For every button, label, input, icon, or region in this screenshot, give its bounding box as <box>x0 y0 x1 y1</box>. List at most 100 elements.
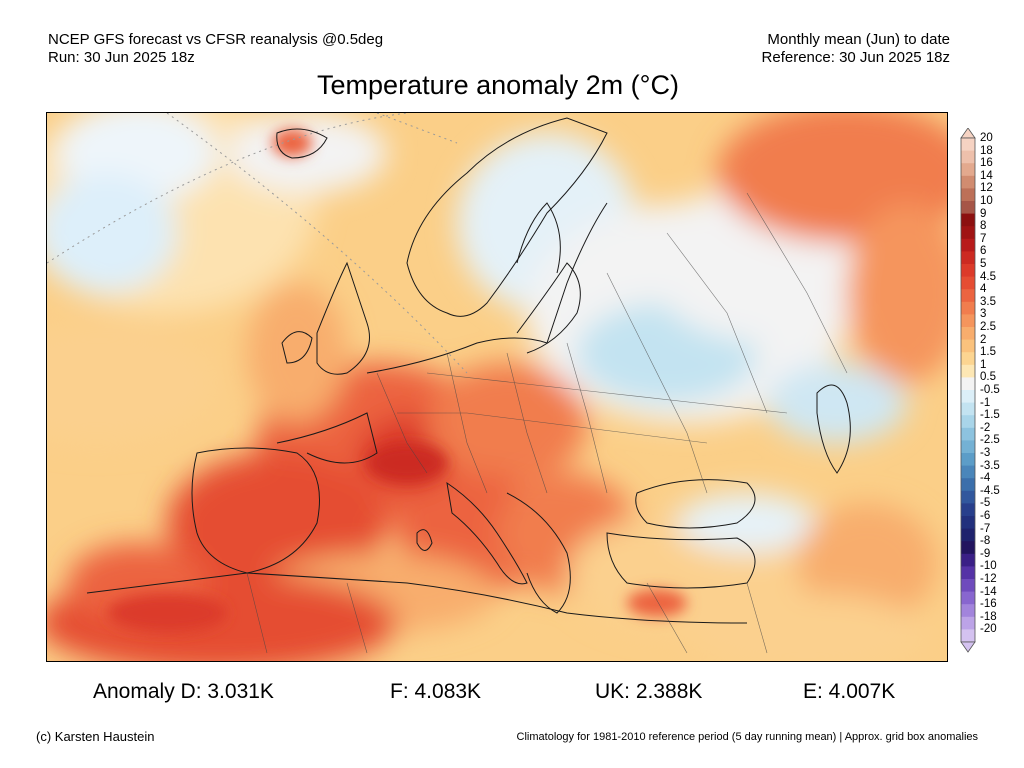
scale-swatch <box>961 490 975 504</box>
scale-swatch <box>961 339 975 353</box>
scale-label: 18 <box>980 144 993 157</box>
scale-label: 5 <box>980 258 987 270</box>
stat-uk: UK: 2.388K <box>595 680 703 703</box>
scale-label: -10 <box>980 560 997 573</box>
scale-label: 3 <box>980 308 987 321</box>
scale-label: 0.5 <box>980 371 996 384</box>
scale-arrow-top <box>960 127 976 139</box>
scale-label: -4 <box>980 472 991 485</box>
scale-label: 14 <box>980 169 993 182</box>
reference-info: Reference: 30 Jun 2025 18z <box>761 49 950 66</box>
scale-swatch <box>961 402 975 416</box>
scale-swatch <box>961 629 975 643</box>
scale-swatch <box>961 301 975 315</box>
scale-swatch <box>961 616 975 630</box>
scale-swatch <box>961 238 975 252</box>
credit-text: (c) Karsten Haustein <box>36 729 155 744</box>
graticule <box>47 113 468 374</box>
scale-label: 10 <box>980 195 993 207</box>
scale-swatch <box>961 415 975 429</box>
header-left: NCEP GFS forecast vs CFSR reanalysis @0.… <box>48 31 383 67</box>
scale-swatch <box>961 364 975 378</box>
period-info: Monthly mean (Jun) to date <box>767 31 950 48</box>
scale-swatch <box>961 427 975 441</box>
stat-spain: E: 4.007K <box>803 680 896 703</box>
country-stats: Anomaly D: 3.031K F: 4.083K UK: 2.388K E… <box>0 680 1024 706</box>
scale-swatch <box>961 188 975 202</box>
scale-swatch <box>961 553 975 567</box>
scale-label: -4.5 <box>980 484 1000 497</box>
scale-swatch <box>961 163 975 177</box>
scale-label: -16 <box>980 598 997 611</box>
scale-swatch <box>961 314 975 328</box>
scale-swatch <box>961 516 975 530</box>
scale-label: -5 <box>980 497 991 510</box>
stat-germany: Anomaly D: 3.031K <box>93 680 274 703</box>
map-title: Temperature anomaly 2m (°C) <box>317 70 679 100</box>
anomaly-blobs <box>47 113 947 661</box>
scale-swatch <box>961 579 975 593</box>
scale-label: 20 <box>980 132 993 144</box>
scale-swatch <box>961 327 975 341</box>
borders <box>246 192 848 654</box>
scale-swatch <box>961 138 975 152</box>
scale-swatch <box>961 251 975 265</box>
scale-swatch <box>961 150 975 164</box>
header-right: Monthly mean (Jun) to date Reference: 30… <box>762 31 950 67</box>
scale-swatch <box>961 276 975 290</box>
scale-label: 1 <box>980 358 987 371</box>
model-info: NCEP GFS forecast vs CFSR reanalysis @0.… <box>48 31 384 48</box>
scale-label: -9 <box>980 547 991 560</box>
scale-swatch <box>961 440 975 454</box>
scale-swatch <box>961 566 975 580</box>
scale-label: 8 <box>980 220 987 233</box>
scale-label: -1.5 <box>980 409 1000 422</box>
color-scale-bar <box>960 127 976 653</box>
scale-label: -12 <box>980 573 997 585</box>
scale-label: 2 <box>980 333 987 346</box>
scale-swatch <box>961 528 975 542</box>
scale-label: -6 <box>980 510 991 522</box>
scale-swatch <box>961 541 975 555</box>
scale-label: -2 <box>980 421 991 434</box>
scale-swatch <box>961 390 975 404</box>
scale-swatch <box>961 226 975 240</box>
scale-label: 3.5 <box>980 295 996 308</box>
scale-label: 4.5 <box>980 270 996 283</box>
scale-label: 4 <box>980 283 987 296</box>
stat-france: F: 4.083K <box>390 680 482 703</box>
scale-swatch <box>961 352 975 366</box>
scale-label: 16 <box>980 157 993 170</box>
scale-label: -1 <box>980 396 991 409</box>
scale-label: -3 <box>980 447 991 459</box>
scale-swatch <box>961 213 975 227</box>
anomaly-map <box>46 112 948 662</box>
scale-swatch <box>961 604 975 618</box>
scale-swatch <box>961 264 975 278</box>
scale-label: -0.5 <box>980 384 1000 396</box>
scale-label: -20 <box>980 623 997 636</box>
scale-label: -2.5 <box>980 434 1000 447</box>
scale-label: -14 <box>980 585 997 598</box>
scale-swatch <box>961 503 975 517</box>
scale-label: 9 <box>980 207 987 220</box>
scale-label: -7 <box>980 522 991 535</box>
scale-label: -18 <box>980 610 997 623</box>
scale-label: 1.5 <box>980 346 996 359</box>
scale-label: -8 <box>980 535 991 548</box>
scale-swatch <box>961 591 975 605</box>
color-scale-legend: 20 18 16 14 12 10 9 8 7 6 5 4.5 4 3.5 3 2.5 2 1.5 1 0.5 -0.5… <box>960 127 1020 653</box>
scale-label: 7 <box>980 232 987 245</box>
scale-swatch <box>961 465 975 479</box>
run-info: Run: 30 Jun 2025 18z <box>48 49 195 66</box>
scale-arrow-bottom <box>960 641 976 653</box>
scale-swatch <box>961 453 975 467</box>
climatology-note: Climatology for 1981-2010 reference peri… <box>516 731 978 743</box>
coastlines <box>86 117 851 624</box>
scale-label: -3.5 <box>980 459 1000 472</box>
scale-label: 6 <box>980 245 987 258</box>
scale-label: 2.5 <box>980 321 996 333</box>
scale-swatch <box>961 201 975 215</box>
scale-swatch <box>961 478 975 492</box>
scale-swatch <box>961 289 975 303</box>
